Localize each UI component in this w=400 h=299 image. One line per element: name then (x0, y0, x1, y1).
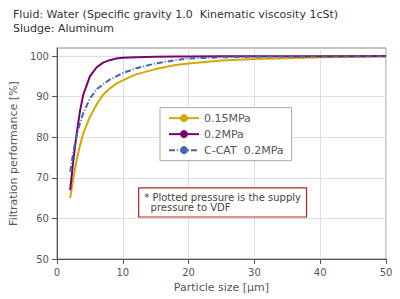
svg-text:Particle size [μm]: Particle size [μm] (174, 281, 269, 294)
svg-text:50: 50 (380, 267, 393, 278)
svg-text:100: 100 (30, 51, 49, 62)
svg-text:10: 10 (116, 267, 129, 278)
svg-text:pressure to VDF: pressure to VDF (144, 202, 230, 213)
svg-text:70: 70 (36, 172, 49, 183)
svg-text:40: 40 (314, 267, 327, 278)
svg-text:80: 80 (36, 132, 49, 143)
svg-text:Fluid: Water (Specific gravity: Fluid: Water (Specific gravity 1.0 Kinem… (13, 8, 338, 21)
svg-text:30: 30 (248, 267, 261, 278)
svg-text:Filtration performance [%]: Filtration performance [%] (7, 81, 20, 226)
svg-text:C-CAT 0.2MPa: C-CAT 0.2MPa (204, 144, 284, 157)
svg-text:0.15MPa: 0.15MPa (204, 112, 251, 125)
svg-text:0: 0 (54, 267, 60, 278)
svg-text:50: 50 (36, 254, 49, 265)
svg-text:60: 60 (36, 213, 49, 224)
svg-text:20: 20 (182, 267, 195, 278)
svg-text:Sludge: Aluminum: Sludge: Aluminum (13, 22, 114, 35)
svg-text:* Plotted pressure is the supp: * Plotted pressure is the supply (144, 191, 301, 203)
svg-text:0.2MPa: 0.2MPa (204, 128, 244, 141)
svg-text:90: 90 (36, 91, 49, 102)
